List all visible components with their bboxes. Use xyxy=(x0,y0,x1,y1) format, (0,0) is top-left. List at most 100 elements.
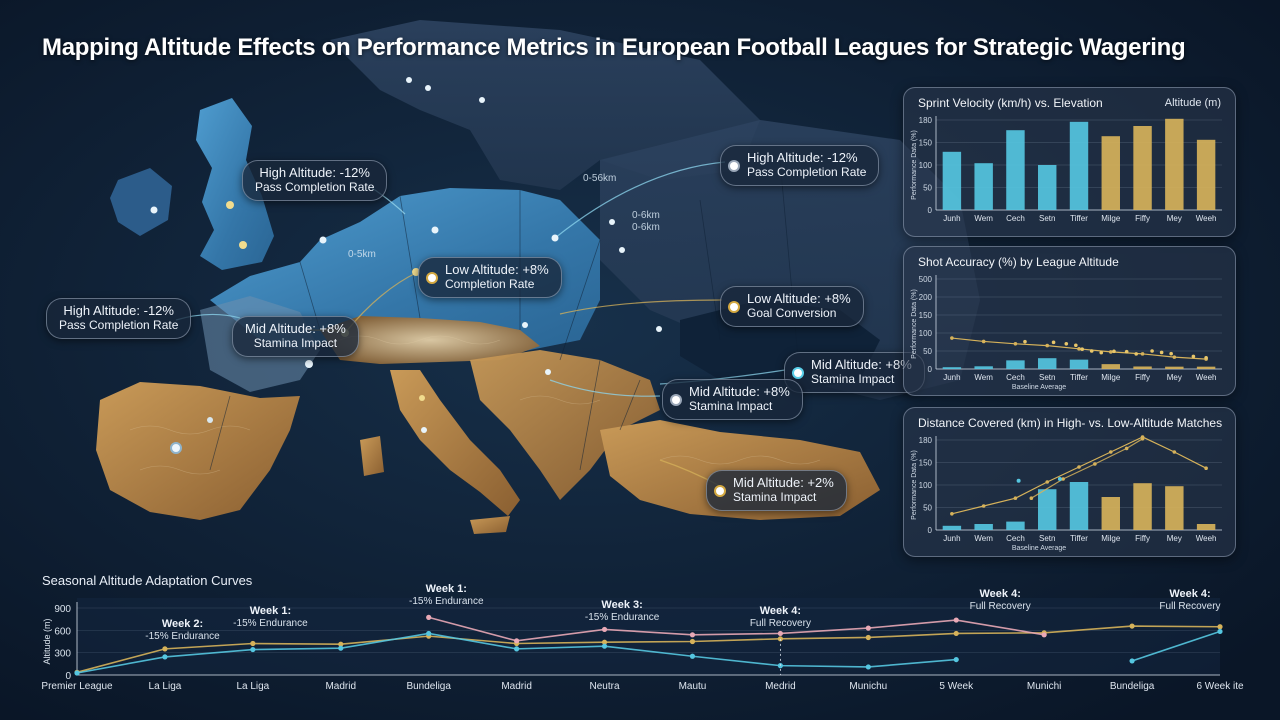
trend-point xyxy=(1140,352,1145,356)
scatter-point xyxy=(1159,350,1164,355)
map-callout-alps[interactable]: Mid Altitude: +8% Stamina Impact xyxy=(232,316,359,357)
bar xyxy=(1196,366,1216,369)
bar xyxy=(1069,359,1089,369)
x-tick-label: Wem xyxy=(974,214,993,223)
series-point xyxy=(1077,465,1081,469)
callout-detail: Stamina Impact xyxy=(253,336,338,350)
scatter-point xyxy=(1023,339,1027,344)
map-callout-fr[interactable]: High Altitude: -12% Pass Completion Rate xyxy=(46,298,192,339)
x-tick-label: Cech xyxy=(1006,534,1025,543)
series-point xyxy=(865,634,871,641)
scatter-point xyxy=(1064,342,1069,346)
chart-panel-sprint: 0 50 100 150 180 Performance Data (%) Junh Wem C… xyxy=(903,87,1236,237)
annotation-detail: -15% Endurance xyxy=(585,612,660,623)
x-tick-label: Munichu xyxy=(849,681,887,692)
x-tick-label: Tiffer xyxy=(1070,534,1088,543)
y-tick-label: 200 xyxy=(919,293,933,302)
x-tick-label: Premier League xyxy=(41,681,113,692)
series-point xyxy=(338,645,344,651)
x-tick-label: Madrid xyxy=(325,681,356,692)
callout-detail: Pass Completion Rate xyxy=(59,318,179,332)
annotation-title: Week 3: xyxy=(601,599,642,611)
series-point xyxy=(777,636,783,642)
callout-metric: Low Altitude: +8% xyxy=(747,291,851,306)
plot-area xyxy=(77,598,1220,675)
annotation-title: Week 4: xyxy=(760,605,801,617)
y-tick-label: 50 xyxy=(923,184,932,193)
series-point xyxy=(1108,450,1113,454)
y-tick-label: 100 xyxy=(919,481,933,490)
series-point xyxy=(250,646,256,653)
x-tick-label: Weeh xyxy=(1196,534,1217,543)
bar xyxy=(1165,486,1184,530)
x-tick-label: Tiffer xyxy=(1070,373,1088,382)
series-point xyxy=(953,617,959,623)
y-tick-label: 150 xyxy=(919,459,933,468)
highlight-point xyxy=(1016,478,1021,483)
x-tick-label: Medrid xyxy=(765,681,796,692)
callout-detail: Stamina Impact xyxy=(689,399,773,413)
annotation-title: Week 4: xyxy=(980,588,1021,600)
x-tick-label: Tiffer xyxy=(1070,214,1088,223)
trend-point xyxy=(950,336,954,340)
y-tick-label: 180 xyxy=(919,436,933,445)
x-tick-label: Bundeliga xyxy=(1110,681,1155,692)
x-tick-label: 5 Week xyxy=(939,681,974,692)
series-point xyxy=(689,632,696,638)
bar xyxy=(1133,483,1152,530)
x-tick-label: Mey xyxy=(1167,214,1182,223)
map-callout-bs1[interactable]: Mid Altitude: +8% Stamina Impact xyxy=(784,352,925,393)
map-callout-tr[interactable]: Mid Altitude: +2% Stamina Impact xyxy=(706,470,847,511)
series-point xyxy=(74,670,80,676)
x-tick-label: Mey xyxy=(1167,373,1182,382)
series-point xyxy=(1217,628,1223,635)
bar xyxy=(1196,139,1216,210)
x-tick-label: Wem xyxy=(974,534,993,543)
callout-metric: Mid Altitude: +8% xyxy=(811,357,912,372)
map-callout-ro[interactable]: Low Altitude: +8% Goal Conversion xyxy=(720,286,864,327)
chart-panel-distance: 0 50 100 150 180 Performance Data (%) Junh Wem C… xyxy=(903,407,1236,557)
series-point xyxy=(981,504,986,508)
map-callout-de[interactable]: Low Altitude: +8% Completion Rate xyxy=(418,257,562,298)
series-point xyxy=(1061,477,1065,481)
series-point xyxy=(514,638,520,644)
map-altitude-label: 0-6km 0-6km xyxy=(632,210,660,234)
annotation-title: Week 1: xyxy=(250,605,291,617)
series-line xyxy=(428,616,1045,642)
series-point xyxy=(1217,624,1223,630)
x-tick-label: Cech xyxy=(1006,214,1025,223)
x-tick-label: Fiffy xyxy=(1135,534,1150,543)
series-point xyxy=(1124,446,1129,451)
y-tick-label: 600 xyxy=(54,626,71,637)
series-point xyxy=(689,653,696,659)
bar xyxy=(942,367,962,369)
x-tick-label: Fiffy xyxy=(1135,214,1150,223)
y-tick-label: 0 xyxy=(928,526,933,535)
x-tick-label: Munichi xyxy=(1027,681,1061,692)
map-altitude-label-line: 0-6km xyxy=(632,210,660,221)
bar xyxy=(1101,497,1120,530)
x-tick-label: Setn xyxy=(1039,214,1055,223)
y-axis-label: Altitude (m) xyxy=(42,618,52,664)
map-callout-pl[interactable]: High Altitude: -12% Pass Completion Rate xyxy=(720,145,880,186)
x-tick-label: Wem xyxy=(974,373,993,382)
series-point xyxy=(601,626,608,633)
y-tick-label: 900 xyxy=(54,604,71,615)
bar xyxy=(974,366,993,369)
map-callout-bs2[interactable]: Mid Altitude: +8% Stamina Impact xyxy=(662,379,803,420)
series-point xyxy=(514,646,520,652)
y-tick-label: 150 xyxy=(919,139,933,148)
x-tick-label: Junh xyxy=(943,534,960,543)
x-tick-label: 6 Week ite xyxy=(1196,681,1243,692)
map-altitude-label-line: 0-6km xyxy=(632,222,660,233)
x-tick-label: Mey xyxy=(1167,534,1182,543)
series-point xyxy=(426,614,432,620)
callout-metric: Mid Altitude: +8% xyxy=(245,321,346,336)
page-title: Mapping Altitude Effects on Performance … xyxy=(42,34,1186,61)
bar xyxy=(1165,366,1184,369)
x-tick-label: Junh xyxy=(943,214,960,223)
map-callout-uk[interactable]: High Altitude: -12% Pass Completion Rate xyxy=(242,160,388,201)
callout-metric: High Altitude: -12% xyxy=(747,150,858,165)
series-point xyxy=(1140,437,1145,441)
x-axis-label: Baseline Average xyxy=(1012,384,1066,391)
